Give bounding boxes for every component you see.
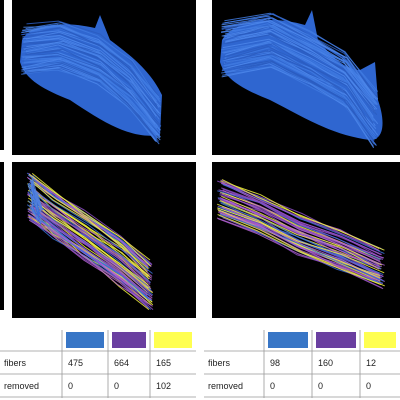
fiber — [220, 179, 382, 250]
fiber — [221, 41, 376, 122]
color-swatch — [316, 332, 356, 348]
color-swatch — [66, 332, 104, 348]
fiber — [28, 177, 152, 267]
fiber — [224, 60, 375, 141]
fiber — [225, 33, 376, 114]
fiber — [24, 57, 162, 131]
fiber — [24, 62, 156, 138]
fiber — [31, 194, 42, 224]
cell-value: 0 — [270, 381, 275, 391]
cell-value: 0 — [68, 381, 73, 391]
row-label: removed — [208, 381, 243, 391]
fiber — [222, 43, 374, 124]
fiber — [226, 50, 373, 131]
fiber — [27, 192, 151, 284]
fiber — [29, 217, 154, 310]
fibers — [21, 12, 385, 310]
fiber — [23, 35, 156, 115]
fiber — [219, 200, 380, 270]
fiber — [30, 186, 153, 277]
tables: fibers 475 664 165 removed 0 0 102 fibers 98 160 12… — [0, 330, 400, 398]
fiber — [219, 213, 384, 282]
color-swatch — [268, 332, 308, 348]
cell-value: 0 — [366, 381, 371, 391]
row-label: removed — [4, 381, 39, 391]
fiber — [26, 42, 157, 117]
fiber — [28, 186, 153, 274]
cropped-panel — [0, 162, 4, 310]
fiber — [221, 61, 375, 142]
cell-value: 165 — [156, 358, 171, 368]
fiber — [22, 35, 160, 114]
fiber — [222, 188, 384, 259]
fiber — [25, 48, 162, 127]
fiber — [222, 34, 378, 116]
cell-value: 12 — [366, 358, 376, 368]
fiber — [25, 22, 160, 100]
fiber — [218, 211, 380, 282]
fiber — [24, 57, 160, 133]
cell-value: 664 — [114, 358, 129, 368]
fiber — [217, 190, 381, 261]
fiber — [27, 208, 148, 295]
fiber — [218, 218, 384, 290]
fiber — [220, 213, 385, 287]
fiber — [222, 191, 380, 261]
fiber — [217, 214, 381, 285]
fiber — [21, 69, 160, 145]
fiber — [223, 20, 377, 100]
fiber — [223, 52, 375, 131]
fiber — [27, 214, 148, 303]
fiber — [226, 20, 378, 101]
fiber — [25, 31, 160, 108]
fiber — [30, 179, 43, 211]
fiber — [221, 198, 380, 270]
fiber — [31, 173, 151, 261]
fiber-bundle — [220, 10, 383, 140]
fiber — [27, 194, 151, 288]
fiber — [25, 44, 156, 125]
cell-value: 102 — [156, 381, 171, 391]
fiber — [222, 38, 374, 117]
row-label: fibers — [208, 358, 231, 368]
fiber — [221, 195, 383, 266]
fiber — [221, 66, 375, 149]
fiber — [21, 47, 158, 124]
color-swatch — [112, 332, 146, 348]
color-swatch — [154, 332, 192, 348]
fiber — [28, 173, 151, 267]
fiber — [22, 24, 161, 100]
fiber — [217, 203, 385, 274]
fiber — [30, 199, 149, 289]
color-swatch — [364, 332, 396, 348]
fiber — [25, 42, 161, 117]
fiber — [221, 179, 385, 251]
fiber — [32, 185, 41, 216]
fiber — [219, 196, 385, 266]
cell-value: 0 — [114, 381, 119, 391]
cell-value: 98 — [270, 358, 280, 368]
fiber — [30, 205, 148, 296]
fiber — [221, 24, 377, 103]
fiber — [31, 179, 38, 209]
fiber — [222, 13, 379, 92]
row-label: fibers — [4, 358, 27, 368]
fiber — [30, 179, 149, 270]
cell-value: 475 — [68, 358, 83, 368]
fiber — [220, 202, 380, 274]
cell-value: 0 — [318, 381, 323, 391]
fiber — [223, 55, 377, 137]
fiber — [223, 26, 375, 109]
cropped-panel — [0, 0, 4, 150]
fiber — [224, 23, 375, 105]
fiber — [225, 28, 378, 110]
cell-value: 160 — [318, 358, 333, 368]
fiber — [225, 55, 376, 133]
